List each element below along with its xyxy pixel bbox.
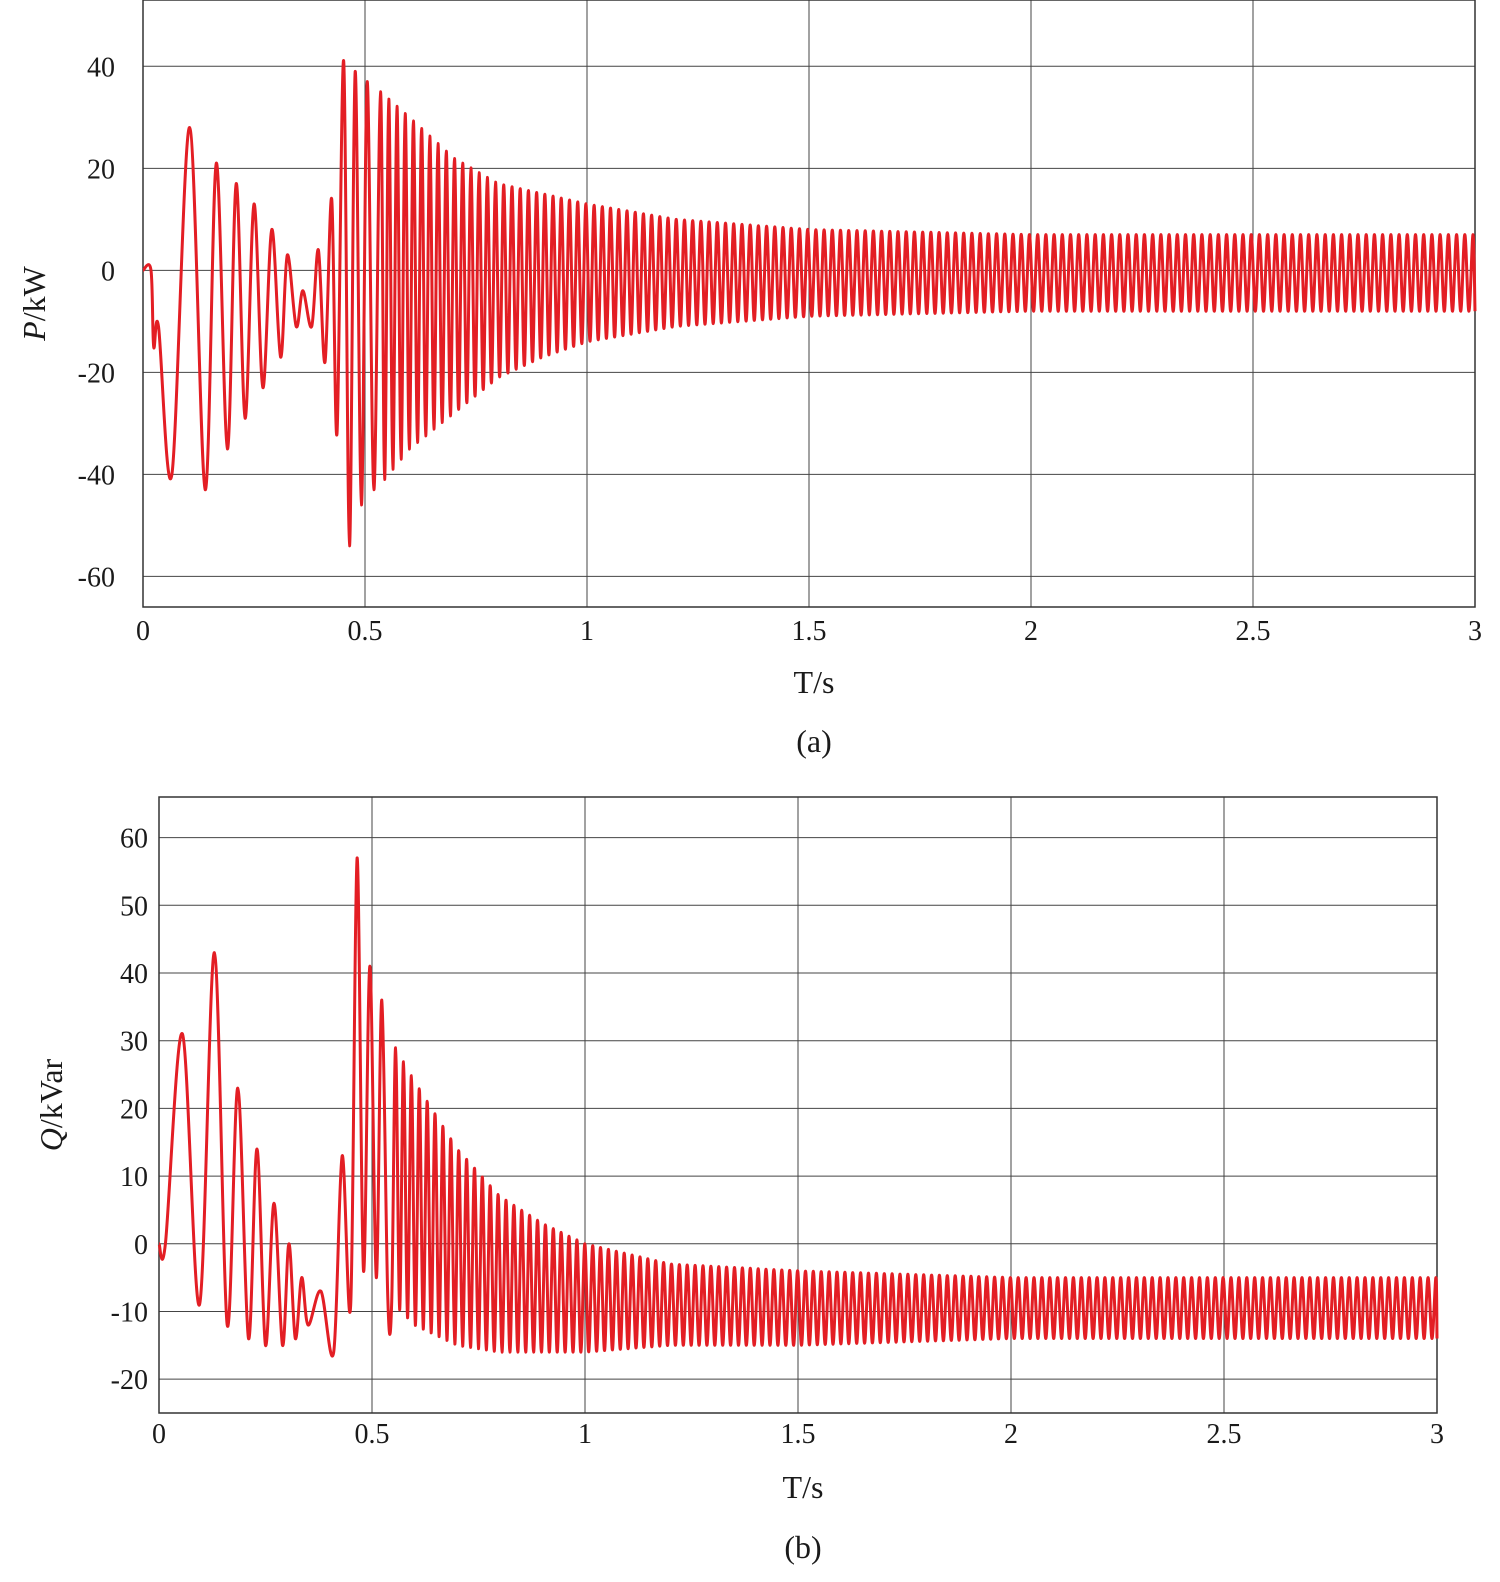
x-axis-label: T/s xyxy=(783,1469,824,1505)
y-tick-label: 10 xyxy=(120,1162,148,1193)
y-axis-label-unit: /kVar xyxy=(33,1058,69,1128)
chart-a: 40 20 0 -20 -40 -60 0 0.5 1 1.5 2 2.5 3 T/s P/kW (a) xyxy=(16,0,1482,759)
y-tick-label: 40 xyxy=(120,959,148,990)
x-tick-label: 0 xyxy=(152,1419,166,1450)
y-axis-label-unit: /kW xyxy=(16,265,52,321)
y-tick-label: -40 xyxy=(78,460,115,491)
y-tick-label: 60 xyxy=(120,824,148,855)
series-line xyxy=(157,856,1439,1358)
y-tick-label: -20 xyxy=(78,358,115,389)
x-tick-label: 1 xyxy=(580,616,594,647)
y-tick-label: -10 xyxy=(111,1297,148,1328)
x-tick-label: 0.5 xyxy=(348,616,383,647)
y-tick-label: 50 xyxy=(120,891,148,922)
y-tick-label: 40 xyxy=(87,52,115,83)
x-tick-label: 2.5 xyxy=(1207,1419,1242,1450)
y-axis-label-symbol: P xyxy=(16,321,52,342)
x-tick-label: 1.5 xyxy=(792,616,827,647)
x-tick-label: 1 xyxy=(578,1419,592,1450)
x-tick-label: 2.5 xyxy=(1236,616,1271,647)
y-tick-label: 0 xyxy=(134,1230,148,1261)
y-tick-label: 20 xyxy=(87,154,115,185)
plot-frame xyxy=(158,796,1438,1414)
series-line xyxy=(141,59,1477,548)
y-axis-label-symbol: Q xyxy=(33,1128,69,1151)
x-tick-label: 0 xyxy=(136,616,150,647)
y-tick-label: 20 xyxy=(120,1094,148,1125)
y-tick-label: -20 xyxy=(111,1365,148,1396)
x-tick-label: 1.5 xyxy=(781,1419,816,1450)
y-axis-label: Q/kVar xyxy=(33,1058,69,1151)
y-axis-label: P/kW xyxy=(16,265,52,341)
figure-caption: (b) xyxy=(784,1529,821,1565)
y-tick-label: 0 xyxy=(101,256,115,287)
x-tick-label: 2 xyxy=(1024,616,1038,647)
x-axis-label: T/s xyxy=(794,664,835,700)
x-tick-label: 2 xyxy=(1004,1419,1018,1450)
x-tick-label: 0.5 xyxy=(355,1419,390,1450)
x-tick-label: 3 xyxy=(1468,616,1482,647)
y-tick-label: -60 xyxy=(78,562,115,593)
y-tick-label: 30 xyxy=(120,1027,148,1058)
figure-caption: (a) xyxy=(796,723,832,759)
x-tick-label: 3 xyxy=(1430,1419,1444,1450)
